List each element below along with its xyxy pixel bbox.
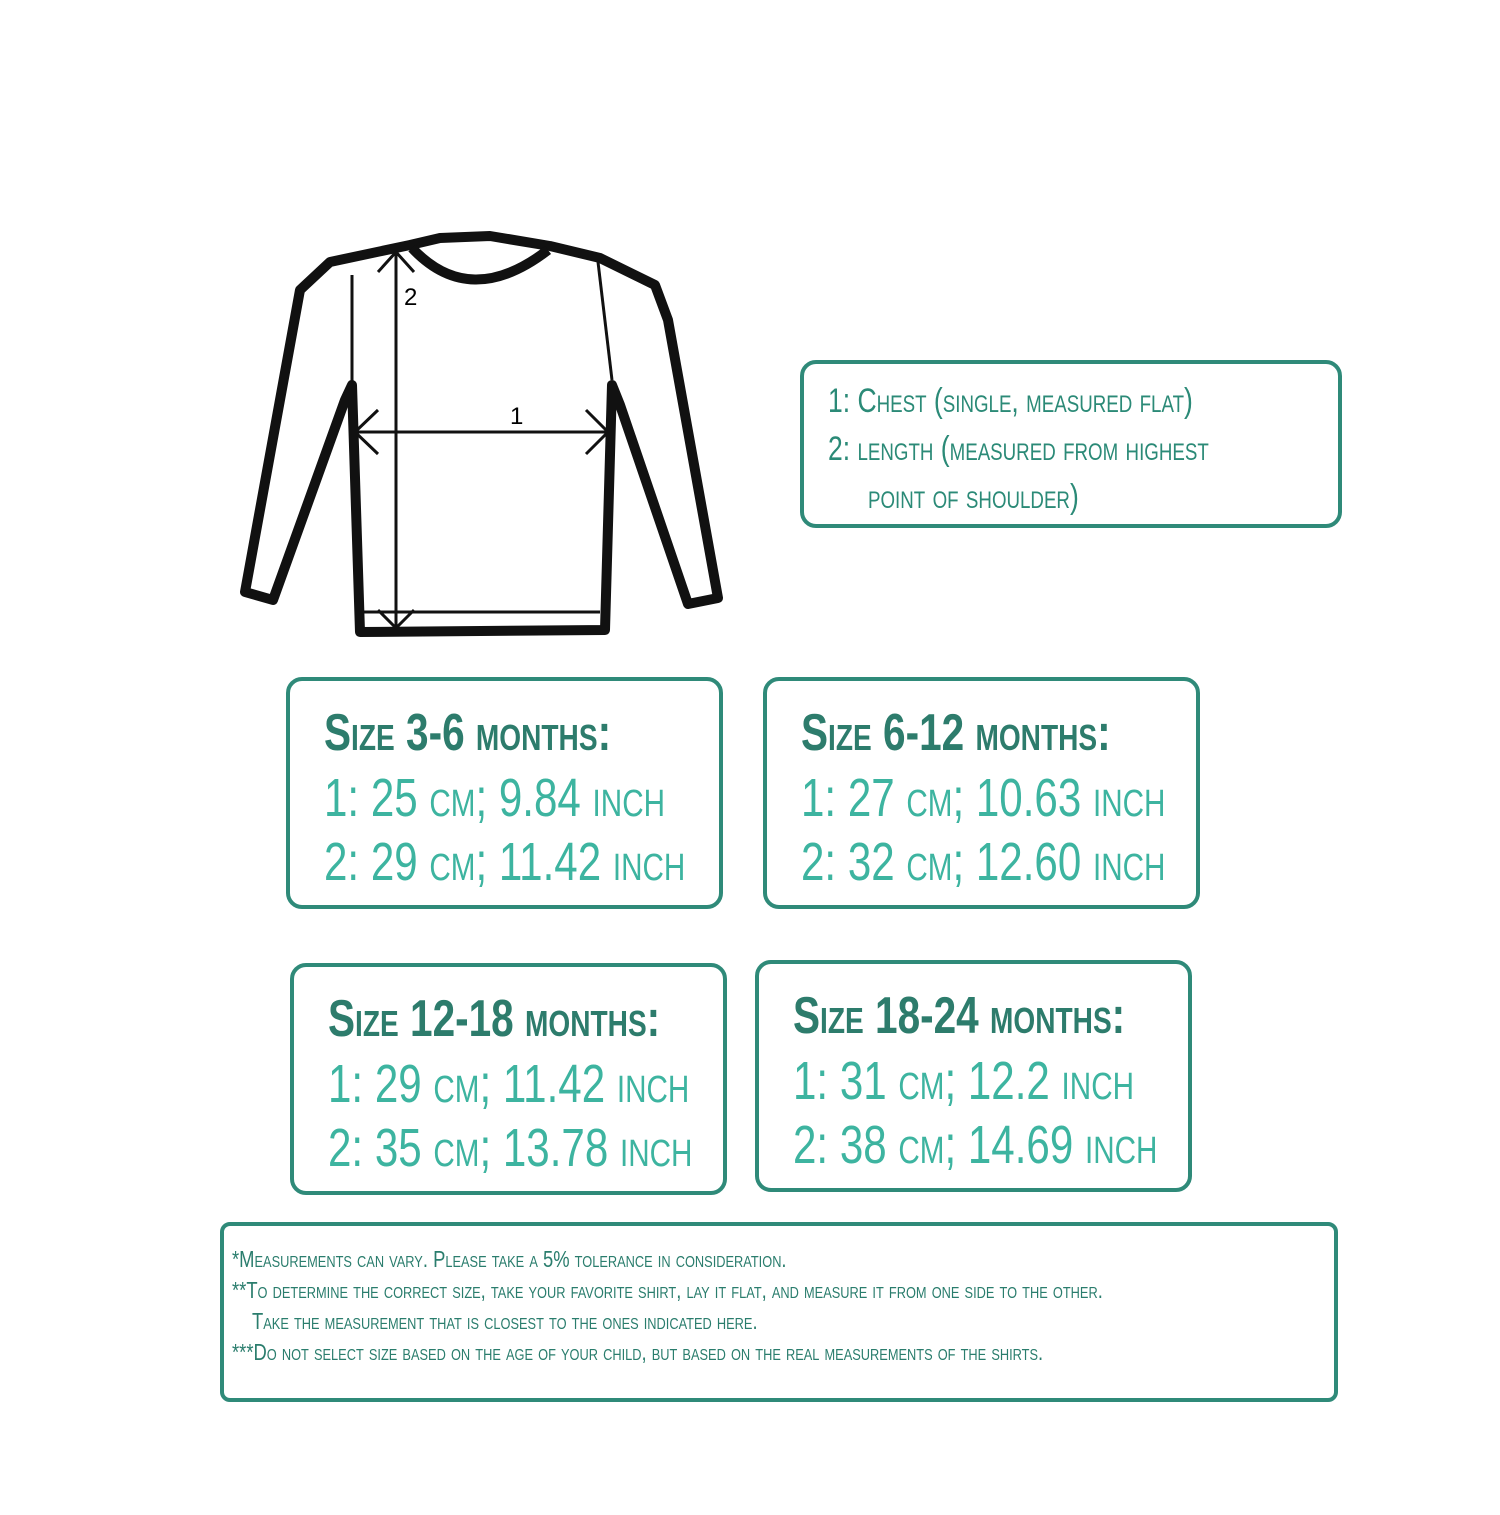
size-card-12-18: Size 12-18 months: 1: 29 cm; 11.42 inch … xyxy=(290,963,727,1195)
chest-marker: 1 xyxy=(510,403,523,430)
note-closest: Take the measurement that is closest to … xyxy=(252,1308,758,1334)
size-chest: 1: 25 cm; 9.84 inch xyxy=(324,768,666,828)
size-length: 2: 32 cm; 12.60 inch xyxy=(801,832,1166,892)
size-card-6-12: Size 6-12 months: 1: 27 cm; 10.63 inch 2… xyxy=(763,677,1200,909)
note-tolerance: *Measurements can vary. Please take a 5%… xyxy=(232,1246,787,1272)
size-title: Size 6-12 months: xyxy=(801,704,1111,762)
length-marker: 2 xyxy=(404,284,417,311)
size-length: 2: 35 cm; 13.78 inch xyxy=(328,1118,693,1178)
size-chest: 1: 31 cm; 12.2 inch xyxy=(793,1051,1135,1111)
note-how-to-measure: **To determine the correct size, take yo… xyxy=(232,1277,1103,1303)
size-chest: 1: 29 cm; 11.42 inch xyxy=(328,1054,690,1114)
legend-length: 2: length (measured from highest xyxy=(828,430,1209,468)
legend-chest: 1: Chest (single, measured flat) xyxy=(828,382,1193,420)
sweater-outline xyxy=(240,231,723,637)
size-length: 2: 29 cm; 11.42 inch xyxy=(324,832,686,892)
size-chest: 1: 27 cm; 10.63 inch xyxy=(801,768,1166,828)
size-length: 2: 38 cm; 14.69 inch xyxy=(793,1115,1158,1175)
notes-box: *Measurements can vary. Please take a 5%… xyxy=(220,1222,1338,1402)
collar-icon xyxy=(408,244,552,285)
note-age: ***Do not select size based on the age o… xyxy=(232,1339,1044,1365)
size-title: Size 3-6 months: xyxy=(324,704,612,762)
size-title: Size 12-18 months: xyxy=(328,990,661,1048)
size-card-3-6: Size 3-6 months: 1: 25 cm; 9.84 inch 2: … xyxy=(286,677,723,909)
legend-box: 1: Chest (single, measured flat) 2: leng… xyxy=(800,360,1342,528)
size-title: Size 18-24 months: xyxy=(793,987,1126,1045)
sweater-diagram: 2 1 xyxy=(240,231,723,637)
size-card-18-24: Size 18-24 months: 1: 31 cm; 12.2 inch 2… xyxy=(755,960,1192,1192)
legend-length-cont: point of shoulder) xyxy=(868,478,1079,516)
